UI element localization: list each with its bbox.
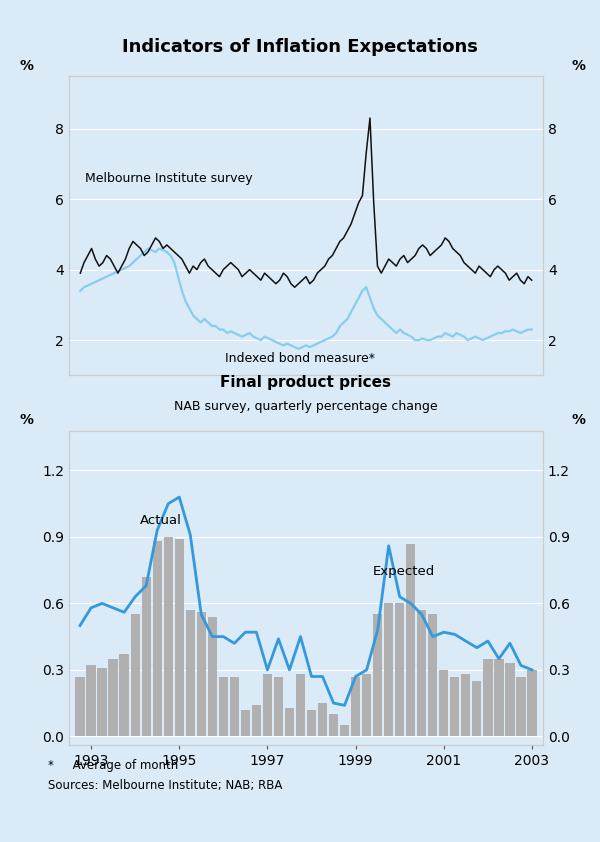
Bar bbox=[395, 604, 404, 736]
Bar bbox=[362, 674, 371, 736]
Bar bbox=[329, 714, 338, 736]
Bar bbox=[494, 658, 503, 736]
Bar bbox=[142, 577, 151, 736]
Text: Sources: Melbourne Institute; NAB; RBA: Sources: Melbourne Institute; NAB; RBA bbox=[48, 779, 283, 791]
Bar bbox=[109, 658, 118, 736]
Bar bbox=[483, 658, 493, 736]
Text: Expected: Expected bbox=[373, 565, 436, 578]
Bar bbox=[86, 665, 95, 736]
Bar bbox=[417, 610, 427, 736]
Bar bbox=[505, 663, 515, 736]
Bar bbox=[406, 544, 415, 736]
Bar bbox=[230, 676, 239, 736]
Bar bbox=[296, 674, 305, 736]
Bar bbox=[439, 670, 448, 736]
Bar bbox=[373, 615, 382, 736]
Bar bbox=[274, 676, 283, 736]
Text: *     Average of month: * Average of month bbox=[48, 759, 178, 772]
Text: Indicators of Inflation Expectations: Indicators of Inflation Expectations bbox=[122, 38, 478, 56]
Bar bbox=[472, 681, 481, 736]
Bar bbox=[527, 670, 536, 736]
Bar bbox=[285, 707, 294, 736]
Bar bbox=[263, 674, 272, 736]
Text: Indexed bond measure*: Indexed bond measure* bbox=[225, 352, 375, 365]
Bar bbox=[340, 725, 349, 736]
Bar bbox=[97, 668, 107, 736]
Bar bbox=[197, 612, 206, 736]
Text: %: % bbox=[19, 59, 34, 72]
Bar bbox=[428, 615, 437, 736]
Bar bbox=[185, 610, 195, 736]
Bar bbox=[175, 539, 184, 736]
Bar bbox=[517, 676, 526, 736]
Bar bbox=[252, 706, 261, 736]
Bar bbox=[450, 676, 460, 736]
Bar bbox=[76, 676, 85, 736]
Bar bbox=[318, 703, 327, 736]
Bar bbox=[351, 676, 360, 736]
Bar bbox=[461, 674, 470, 736]
Text: %: % bbox=[19, 413, 34, 428]
Bar bbox=[131, 615, 140, 736]
Bar bbox=[164, 537, 173, 736]
Bar bbox=[241, 710, 250, 736]
Bar bbox=[218, 676, 228, 736]
Text: Final product prices: Final product prices bbox=[221, 375, 392, 390]
Bar bbox=[152, 541, 162, 736]
Text: Melbourne Institute survey: Melbourne Institute survey bbox=[85, 172, 253, 184]
Text: %: % bbox=[572, 413, 586, 428]
Bar bbox=[307, 710, 316, 736]
Text: %: % bbox=[572, 59, 586, 72]
Bar bbox=[208, 616, 217, 736]
Text: Actual: Actual bbox=[140, 514, 181, 526]
Bar bbox=[384, 604, 394, 736]
Text: NAB survey, quarterly percentage change: NAB survey, quarterly percentage change bbox=[174, 400, 438, 413]
Bar bbox=[119, 654, 129, 736]
